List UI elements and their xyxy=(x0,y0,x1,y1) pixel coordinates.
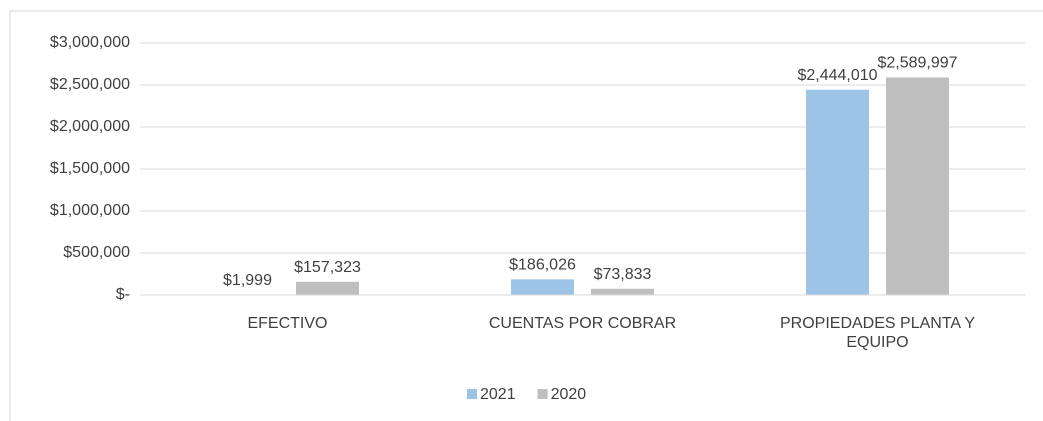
bar xyxy=(296,281,359,295)
legend-swatch xyxy=(467,389,477,399)
y-tick-label: $1,000,000 xyxy=(50,202,130,219)
legend-label: 2020 xyxy=(551,386,587,403)
legend-label: 2021 xyxy=(480,386,516,403)
y-tick-label: $- xyxy=(116,286,130,303)
legend-swatch xyxy=(537,389,548,399)
y-tick-label: $2,000,000 xyxy=(50,118,130,135)
y-tick-label: $500,000 xyxy=(63,244,130,261)
bar xyxy=(591,288,654,295)
bar xyxy=(806,89,869,296)
x-tick-label: EFECTIVO xyxy=(247,315,328,332)
value-label: $2,589,997 xyxy=(877,55,957,72)
chart-border xyxy=(9,10,1043,421)
y-tick-label: $2,500,000 xyxy=(50,76,130,93)
y-tick-label: $3,000,000 xyxy=(50,34,130,51)
value-label: $73,833 xyxy=(594,266,652,283)
x-tick-label: PROPIEDADES PLANTA Y EQUIPO xyxy=(779,315,976,351)
y-tick-label: $1,500,000 xyxy=(50,160,130,177)
bar xyxy=(511,279,574,295)
value-label: $2,444,010 xyxy=(797,67,877,84)
bar xyxy=(886,77,949,296)
value-label: $1,999 xyxy=(223,272,272,289)
value-label: $186,026 xyxy=(509,257,576,274)
x-tick-label: CUENTAS POR COBRAR xyxy=(488,315,677,332)
value-label: $157,323 xyxy=(294,259,361,276)
